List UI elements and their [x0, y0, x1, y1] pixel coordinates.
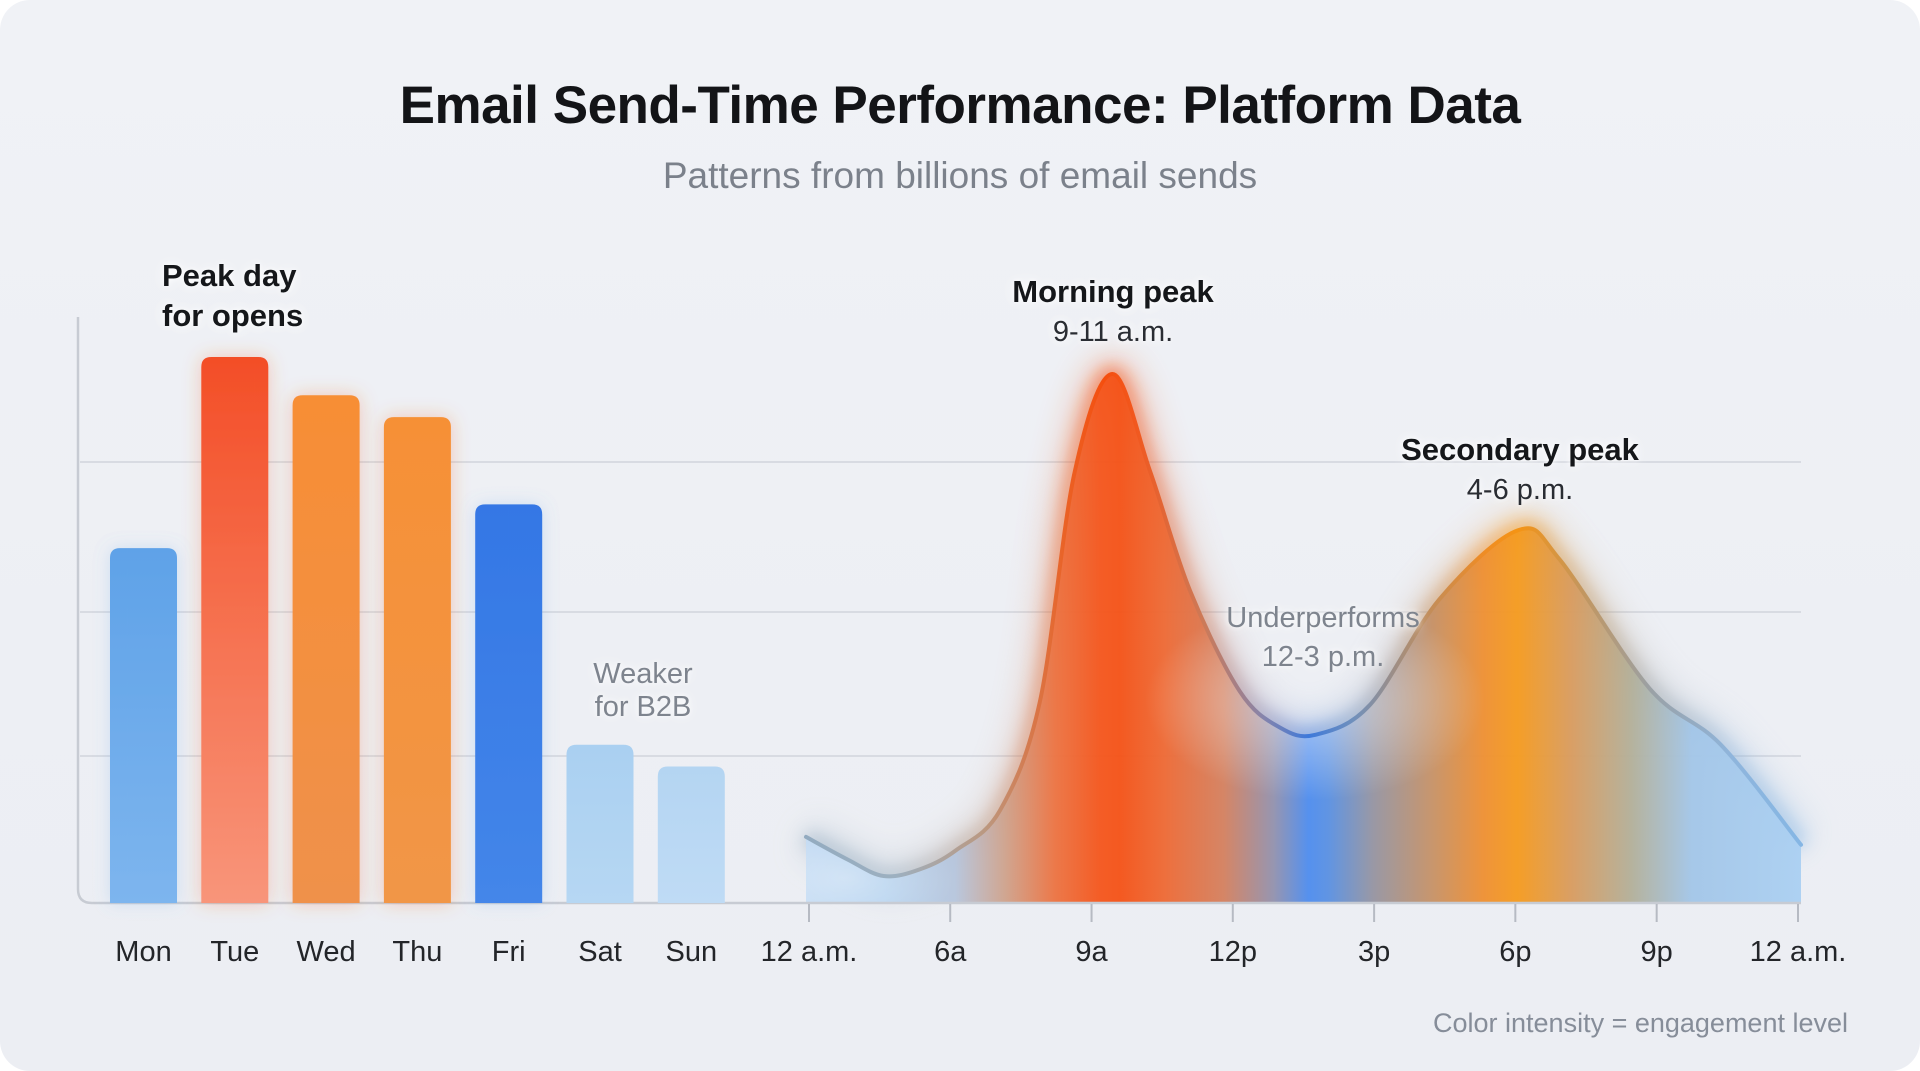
annotation-peak-day-line1: Peak day	[162, 258, 297, 293]
bar-fri	[475, 504, 543, 903]
x-label-mon: Mon	[115, 936, 172, 968]
x-label-fri: Fri	[491, 936, 526, 968]
annotation-underperforms-line2: 12-3 p.m.	[1261, 641, 1385, 673]
bar-sat	[566, 744, 634, 903]
annotation-morning-line2: 9-11 a.m.	[1052, 316, 1174, 348]
annotation-underperforms: Underperforms 12-3 p.m.	[1226, 599, 1419, 677]
hourly-engagement-area	[806, 374, 1801, 903]
x-label-time-7: 12 a.m.	[1749, 936, 1847, 968]
annotation-secondary-line1: Secondary peak	[1401, 432, 1639, 467]
annotation-secondary-line2: 4-6 p.m.	[1466, 474, 1574, 506]
x-label-time-0: 12 a.m.	[760, 936, 858, 968]
x-label-sat: Sat	[578, 936, 622, 968]
annotation-morning-peak: Morning peak 9-11 a.m.	[1012, 272, 1214, 352]
annotation-weaker-line2: for B2B	[594, 691, 692, 723]
x-label-thu: Thu	[392, 936, 443, 968]
annotation-morning-line1: Morning peak	[1012, 274, 1214, 309]
x-label-time-3: 12p	[1208, 936, 1257, 968]
annotation-peak-day-line2: for opens	[162, 298, 304, 333]
chart-axes	[76, 317, 1801, 905]
x-label-time-2: 9a	[1075, 936, 1108, 968]
page-title: Email Send-Time Performance: Platform Da…	[399, 76, 1521, 135]
bar-tue	[201, 357, 269, 903]
x-label-time-6: 9p	[1640, 936, 1673, 968]
bar-mon	[110, 548, 177, 903]
x-label-time-1: 6a	[934, 936, 967, 968]
bar-thu	[383, 417, 451, 903]
annotation-peak-day: Peak day for opens	[162, 256, 303, 336]
annotation-weaker-line1: Weaker	[593, 658, 693, 690]
x-label-wed: Wed	[296, 936, 356, 968]
day-of-week-bars	[110, 357, 725, 903]
x-label-sun: Sun	[665, 936, 718, 968]
annotation-underperforms-line1: Underperforms	[1226, 602, 1420, 634]
x-label-time-5: 6p	[1499, 936, 1532, 968]
annotation-weaker-b2b: Weaker for B2B	[593, 658, 692, 724]
hourly-engagement-curve	[804, 371, 1803, 879]
x-label-tue: Tue	[210, 936, 260, 968]
annotation-secondary-peak: Secondary peak 4-6 p.m.	[1401, 430, 1639, 510]
x-label-time-4: 3p	[1357, 936, 1391, 968]
page-subtitle: Patterns from billions of email sends	[662, 155, 1258, 196]
bar-sun	[657, 766, 725, 903]
bar-wed	[292, 395, 360, 903]
color-legend-note: Color intensity = engagement level	[1433, 1008, 1848, 1038]
